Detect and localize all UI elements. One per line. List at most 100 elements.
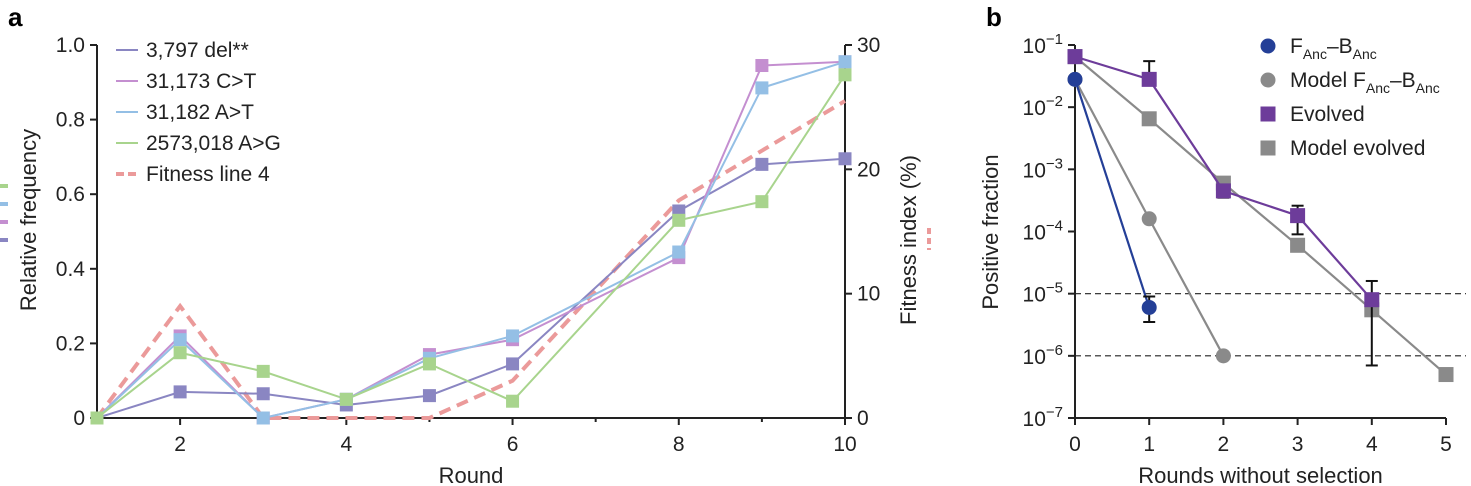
series-marker xyxy=(173,333,187,347)
x-tick-label: 10 xyxy=(833,433,856,456)
x-tick-label: 5 xyxy=(1440,433,1452,456)
legend-swatch xyxy=(1260,72,1276,88)
series-marker xyxy=(173,385,187,399)
tick-base: 10 xyxy=(1023,97,1046,120)
x-axis-title: Round xyxy=(439,463,504,486)
series-marker xyxy=(1438,367,1454,383)
x-tick-label: 8 xyxy=(673,433,685,456)
series-marker xyxy=(506,394,520,408)
series-marker xyxy=(1290,237,1306,253)
series-marker xyxy=(90,411,104,425)
series-marker xyxy=(1067,49,1083,65)
series-marker xyxy=(256,411,270,425)
series-marker xyxy=(1215,183,1231,199)
series-line xyxy=(1074,55,1447,376)
x-axis-title: Rounds without selection xyxy=(1138,463,1383,486)
panel-label: a xyxy=(8,2,23,32)
legend-name: F xyxy=(1290,35,1303,58)
series-marker xyxy=(256,387,270,401)
fitness-line xyxy=(95,99,847,420)
panel-a: a00.20.40.60.81.02 4 6 8 100102030RoundRelat… xyxy=(0,2,931,486)
series-marker xyxy=(672,213,686,227)
y2-axis-title: Fitness index (%) xyxy=(896,155,921,325)
legend-label: 2573,018 A>G xyxy=(146,132,281,155)
legend-subscript: Anc xyxy=(1416,80,1440,96)
x-tick-label: 6 xyxy=(507,433,519,456)
tick-exponent: −3 xyxy=(1046,155,1063,172)
series-marker xyxy=(422,357,436,371)
legend-name-part: –B xyxy=(1390,69,1416,92)
x-tick-label: 2 xyxy=(174,433,186,456)
series-marker xyxy=(1215,348,1231,364)
series-marker xyxy=(755,59,769,73)
tick-base: 10 xyxy=(1023,284,1046,307)
series-marker xyxy=(1067,71,1083,87)
y2-tick-label: 0 xyxy=(857,407,869,430)
y-tick-label: 0 xyxy=(73,407,85,430)
series-line xyxy=(96,157,846,419)
y-tick-label: 0.4 xyxy=(56,258,86,281)
series-marker xyxy=(1141,111,1157,127)
x-tick-label: 3 xyxy=(1292,433,1304,456)
series-marker xyxy=(422,389,436,403)
panel-b: b10−110−210−310−410−510−610−70 1 2 3 4 5Round… xyxy=(978,2,1466,486)
y-axis-title: Positive fraction xyxy=(978,154,1003,309)
legend-name-part: –B xyxy=(1327,35,1353,58)
series-marker xyxy=(1141,71,1157,87)
series-marker xyxy=(1141,211,1157,227)
series-marker xyxy=(256,364,270,378)
y2-tick-label: 10 xyxy=(857,283,880,306)
tick-base: 10 xyxy=(1023,159,1046,182)
y-tick-label: 1.0 xyxy=(56,34,85,57)
y-tick-label: 10−6 xyxy=(1023,342,1063,369)
series-marker xyxy=(838,55,852,69)
legend-label: Model FAnc–BAnc xyxy=(1290,69,1440,96)
y2-tick-label: 30 xyxy=(857,34,880,57)
series-marker xyxy=(506,329,520,343)
y-tick-label: 10−4 xyxy=(1023,218,1063,245)
tick-base: 10 xyxy=(1023,35,1046,58)
tick-base: 10 xyxy=(1023,408,1046,431)
y-tick-label: 10−2 xyxy=(1023,93,1063,120)
legend-label: 31,173 C>T xyxy=(146,70,256,93)
x-tick-label: 4 xyxy=(1366,433,1378,456)
legend-label: Evolved xyxy=(1290,103,1365,126)
legend-label: FAnc–BAnc xyxy=(1290,35,1377,62)
tick-exponent: −4 xyxy=(1046,218,1063,235)
series-marker xyxy=(755,195,769,209)
y2-tick-label: 20 xyxy=(857,158,880,181)
series-marker xyxy=(1290,208,1306,224)
legend-subscript: Anc xyxy=(1366,80,1390,96)
legend-label: 3,797 del** xyxy=(146,39,249,62)
panel-label: b xyxy=(986,2,1002,32)
legend-name: Model F xyxy=(1290,69,1366,92)
tick-exponent: −1 xyxy=(1046,31,1063,48)
tick-exponent: −2 xyxy=(1046,93,1063,110)
series-marker xyxy=(173,346,187,360)
series-marker xyxy=(838,68,852,82)
legend-label: Model evolved xyxy=(1290,137,1425,160)
y-tick-label: 10−5 xyxy=(1023,280,1063,307)
legend-swatch xyxy=(1260,140,1276,156)
series-marker xyxy=(672,245,686,259)
legend-swatch xyxy=(1260,38,1276,54)
series-line xyxy=(1073,79,1151,308)
y-axis-title: Relative frequency xyxy=(16,129,41,311)
series-marker xyxy=(1364,292,1380,308)
y-tick-label: 10−7 xyxy=(1023,404,1063,431)
tick-base: 10 xyxy=(1023,346,1046,369)
legend-subscript: Anc xyxy=(1303,46,1327,62)
x-tick-label: 2 xyxy=(1218,433,1230,456)
x-tick-label: 0 xyxy=(1069,433,1081,456)
y-tick-label: 0.6 xyxy=(56,183,85,206)
series-marker xyxy=(755,81,769,95)
tick-exponent: −7 xyxy=(1046,404,1063,421)
x-tick-label: 4 xyxy=(340,433,352,456)
legend-swatch xyxy=(1260,106,1276,122)
legend-label: Fitness line 4 xyxy=(146,163,270,186)
tick-exponent: −6 xyxy=(1046,342,1063,359)
series-marker xyxy=(838,152,852,166)
tick-base: 10 xyxy=(1023,222,1046,245)
series-marker xyxy=(506,357,520,371)
